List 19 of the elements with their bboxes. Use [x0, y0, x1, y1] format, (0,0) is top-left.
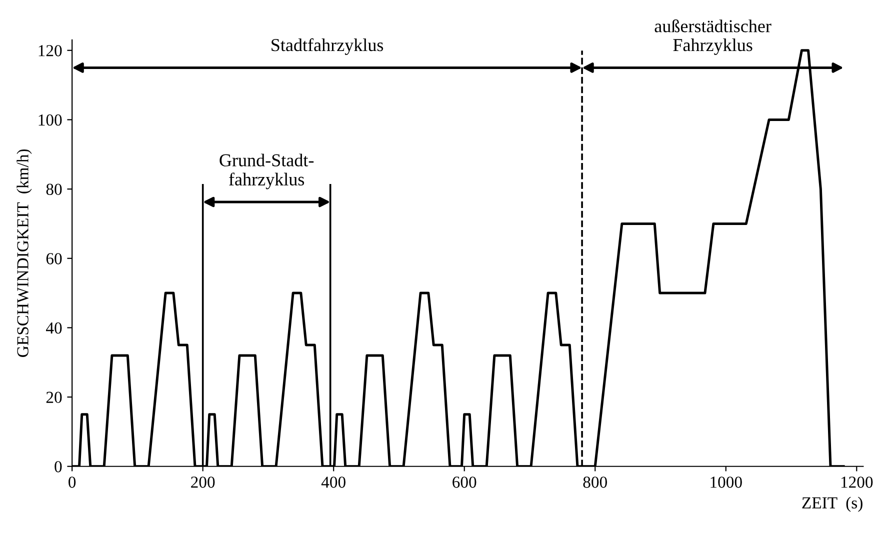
- x-tick-label: 800: [583, 476, 607, 488]
- x-axis-title: ZEIT (s): [802, 496, 862, 512]
- x-tick-label: 1200: [841, 476, 873, 488]
- x-tick-label: 600: [452, 476, 476, 488]
- y-tick-label: 80: [46, 184, 62, 195]
- annotation: außerstädtischer Fahrzyklus: [654, 19, 772, 55]
- x-tick-label: 200: [191, 476, 215, 488]
- annotation: Grund-Stadt- fahrzyklus: [220, 154, 314, 190]
- y-tick-label: 100: [38, 114, 62, 126]
- y-axis-title: GESCHWINDIGKEIT (km/h): [16, 149, 32, 357]
- y-tick-label: 60: [46, 253, 62, 264]
- annotation: Stadtfahrzyklus: [272, 38, 384, 55]
- y-tick-label: 120: [38, 45, 62, 56]
- x-tick-label: 400: [321, 476, 346, 488]
- x-tick-label: 1000: [710, 476, 742, 488]
- y-tick-label: 20: [46, 392, 62, 403]
- y-tick-label: 40: [46, 322, 62, 334]
- x-tick-label: 0: [68, 476, 76, 488]
- y-tick-label: 0: [54, 461, 62, 472]
